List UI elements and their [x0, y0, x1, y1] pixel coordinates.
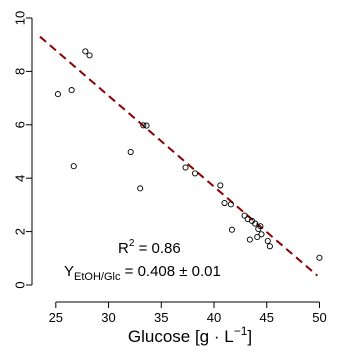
data-point: [221, 199, 228, 207]
data-point: [266, 243, 273, 250]
data-point: [143, 122, 150, 129]
x-tick-label: 50: [312, 310, 326, 325]
data-point: [257, 223, 264, 230]
data-point: [258, 231, 265, 238]
data-points: [54, 48, 323, 261]
data-point: [68, 87, 75, 94]
y-tick-label: 6: [12, 121, 27, 128]
y-tick-label: 10: [12, 11, 27, 25]
x-tick-label: 35: [154, 310, 168, 325]
data-point: [254, 233, 261, 240]
data-point: [182, 164, 189, 171]
r2-annotation: R2 = 0.86: [118, 238, 181, 257]
y-tick-label: 4: [12, 175, 27, 182]
data-point: [228, 226, 235, 233]
x-tick-label: 25: [49, 310, 63, 325]
data-point: [316, 254, 323, 261]
data-point: [217, 182, 224, 189]
y-tick-label: 0: [12, 281, 27, 288]
data-point: [86, 52, 93, 59]
data-point: [82, 48, 89, 55]
data-point: [54, 91, 61, 98]
data-point: [252, 220, 259, 227]
data-point: [241, 212, 248, 219]
x-tick-label: 30: [101, 310, 115, 325]
data-point: [140, 122, 147, 129]
x-tick-label: 45: [259, 310, 273, 325]
fit-line: [39, 35, 318, 277]
data-point: [264, 237, 271, 244]
x-axis-label: Glucose [g · L−1]: [128, 324, 252, 346]
data-point: [227, 201, 234, 208]
yield-annotation: YEtOH/Glc = 0.408 ± 0.01: [64, 263, 221, 283]
x-tick-label: 40: [207, 310, 221, 325]
axes: 0 2 4 6 8 10 25 30 35 40 45 50: [12, 11, 326, 325]
y-tick-label: 8: [12, 68, 27, 75]
fit-line-group: [39, 35, 318, 277]
data-point: [191, 170, 199, 177]
data-point: [246, 236, 253, 243]
data-point: [70, 163, 77, 170]
data-point: [137, 185, 144, 192]
y-tick-label: 2: [12, 228, 27, 235]
data-point: [127, 148, 134, 156]
